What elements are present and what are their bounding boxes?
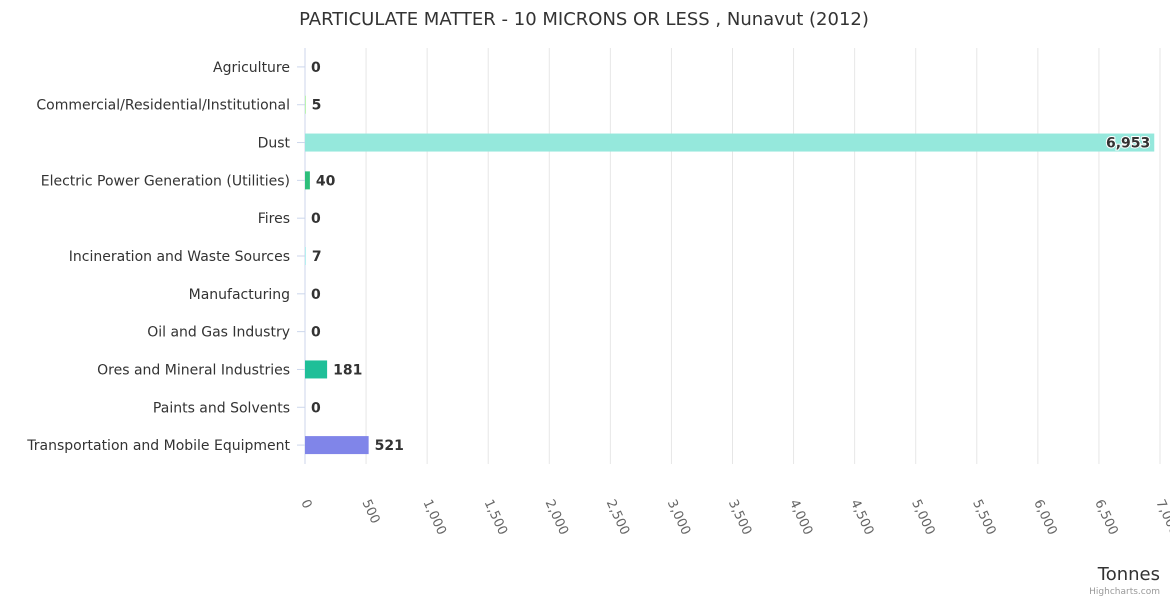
- x-tick-label: 5,000: [908, 497, 937, 537]
- data-label: 6,953: [1106, 136, 1150, 152]
- chart-container: PARTICULATE MATTER - 10 MICRONS OR LESS …: [0, 0, 1170, 600]
- data-label: 181: [333, 362, 362, 378]
- x-tick-label: 3,000: [664, 497, 693, 537]
- x-axis-title: Tonnes: [1097, 564, 1160, 585]
- grid-layer: [297, 48, 1160, 464]
- category-label: Oil and Gas Industry: [147, 325, 290, 341]
- x-tick-label: 0: [297, 497, 314, 511]
- bar[interactable]: [305, 436, 369, 454]
- category-label: Incineration and Waste Sources: [69, 249, 290, 265]
- x-tick-label: 1,500: [481, 497, 510, 537]
- data-label: 40: [316, 173, 336, 189]
- category-label-layer: Agriculture 0 Commercial/Residential/Insti…: [26, 60, 1150, 454]
- x-tick-label: 7,000: [1152, 497, 1170, 537]
- x-tick-label: 500: [358, 497, 382, 526]
- data-label: 0: [311, 400, 321, 416]
- category-label: Transportation and Mobile Equipment: [26, 438, 290, 454]
- category-label: Fires: [258, 211, 290, 227]
- data-label: 0: [311, 325, 321, 341]
- category-label: Commercial/Residential/Institutional: [36, 98, 290, 114]
- data-label: 0: [311, 211, 321, 227]
- bar[interactable]: [305, 96, 306, 114]
- bar-layer: [305, 96, 1154, 454]
- credits-link[interactable]: Highcharts.com: [1089, 587, 1160, 597]
- x-tick-label: 5,500: [969, 497, 998, 537]
- x-tick-label: 6,500: [1091, 497, 1120, 537]
- x-tick-label: 4,500: [847, 497, 876, 537]
- data-label: 521: [375, 438, 404, 454]
- chart-title: PARTICULATE MATTER - 10 MICRONS OR LESS …: [299, 9, 869, 30]
- x-tick-label: 6,000: [1030, 497, 1059, 537]
- x-tick-label: 2,500: [603, 497, 632, 537]
- x-tick-label: 3,500: [725, 497, 754, 537]
- bar[interactable]: [305, 360, 327, 378]
- category-label: Agriculture: [213, 60, 290, 76]
- bar[interactable]: [305, 247, 306, 265]
- category-label: Paints and Solvents: [153, 400, 290, 416]
- x-tick-label: 4,000: [786, 497, 815, 537]
- x-tick-label: 1,000: [420, 497, 449, 537]
- data-label: 5: [312, 98, 322, 114]
- data-label: 0: [311, 287, 321, 303]
- category-label: Electric Power Generation (Utilities): [41, 173, 290, 189]
- data-label: 7: [312, 249, 322, 265]
- category-label: Dust: [258, 136, 291, 152]
- x-tick-label: 2,000: [542, 497, 571, 537]
- data-label: 0: [311, 60, 321, 76]
- bar[interactable]: [305, 134, 1154, 152]
- bar[interactable]: [305, 171, 310, 189]
- category-label: Manufacturing: [189, 287, 290, 303]
- category-label: Ores and Mineral Industries: [97, 362, 290, 378]
- x-tick-layer: 0 500 1,000 1,500 2,000 2,500 3,000 3,500 4,000 4…: [297, 497, 1170, 537]
- bar-chart: PARTICULATE MATTER - 10 MICRONS OR LESS …: [0, 0, 1170, 600]
